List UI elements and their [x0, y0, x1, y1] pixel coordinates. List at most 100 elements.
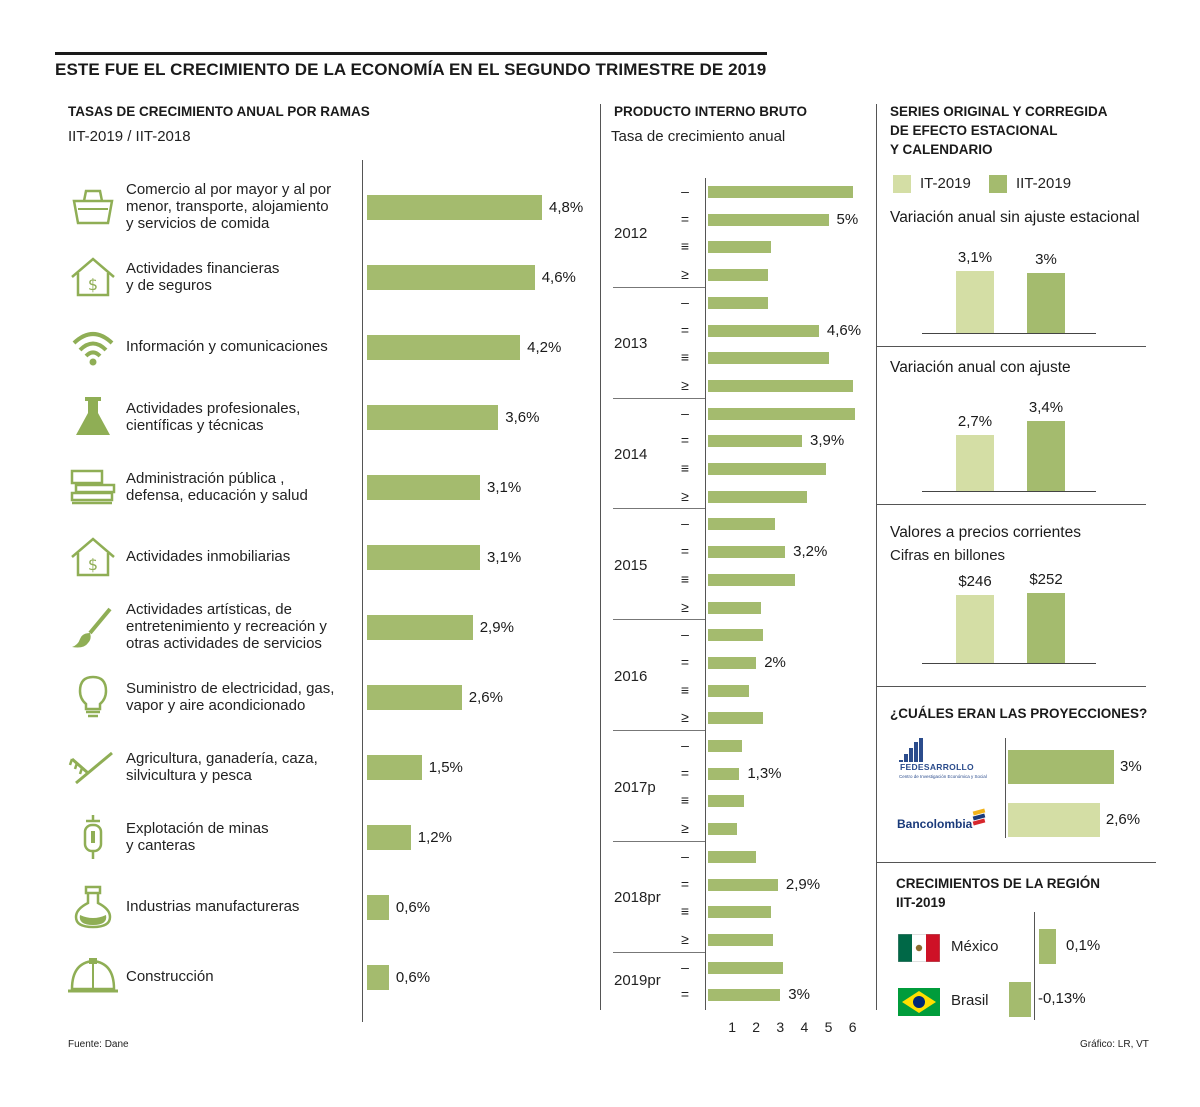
- ramas-category-label: Construcción: [126, 968, 358, 985]
- ramas-category-label: Actividades financieras y de seguros: [126, 260, 358, 294]
- ramas-category-label: Explotación de minas y canteras: [126, 820, 358, 854]
- ramas-category-line: vapor y aire acondicionado: [126, 696, 306, 714]
- series-panel-title: Variación anual sin ajuste estacional: [890, 209, 1140, 226]
- ramas-bar: [367, 965, 389, 990]
- house-dollar-icon: $: [66, 253, 120, 303]
- ramas-bar: [367, 895, 389, 920]
- ramas-bar: [367, 265, 535, 290]
- ramas-category-line: y servicios de comida: [126, 215, 270, 232]
- pib-bar: [708, 850, 757, 863]
- pib-value-label: 5%: [836, 210, 859, 228]
- pib-bar: [708, 684, 749, 697]
- series-panel-title: Variación anual con ajuste: [890, 359, 1071, 376]
- series-bar: [1027, 273, 1065, 333]
- ramas-bar: [367, 335, 521, 360]
- pib-quarter-label: –: [681, 183, 689, 199]
- ramas-value-label: 1,2%: [417, 828, 452, 846]
- series-panel-divider: [876, 346, 1146, 347]
- region-value-label: -0,13%: [1038, 990, 1086, 1007]
- ramas-value-label: 4,8%: [549, 198, 584, 216]
- series-value-label: 2,7%: [957, 413, 993, 431]
- pib-quarter-label: ≡: [680, 349, 690, 366]
- ramas-category-label: Administración pública , defensa, educaci…: [126, 470, 358, 504]
- pib-year-label: 2012: [614, 224, 648, 242]
- ramas-category-line: y de seguros: [126, 276, 212, 294]
- pib-quarter-label: =: [680, 875, 690, 892]
- region-title-2: IIT-2019: [896, 895, 946, 910]
- pib-year-separator: [613, 619, 705, 621]
- pib-bar: [708, 961, 783, 974]
- pib-quarter-label: ≡: [680, 681, 690, 698]
- pib-bar: [708, 435, 802, 448]
- legend-swatch-iit: [989, 175, 1007, 193]
- pib-bar: [708, 546, 786, 559]
- pib-quarter-label: –: [681, 404, 689, 421]
- pib-quarter-label: =: [680, 432, 690, 449]
- pib-x-tick: 3: [776, 1019, 785, 1035]
- proyeccion-value-label: 3%: [1120, 758, 1142, 775]
- series-value-label: 3,4%: [1028, 399, 1064, 417]
- region-axis: [1034, 912, 1035, 1020]
- pib-value-label: 1,3%: [747, 764, 782, 782]
- region-country-label: México: [951, 938, 999, 955]
- ramas-bar: [367, 405, 499, 430]
- pib-year-separator: [613, 508, 705, 510]
- ramas-category-line: Actividades artísticas, de: [126, 601, 292, 618]
- ramas-bar: [367, 755, 422, 780]
- pib-bar: [708, 601, 762, 614]
- region-country-label: Brasil: [951, 992, 989, 1009]
- ramas-category-label: Suministro de electricidad, gas, vapor y …: [126, 680, 358, 714]
- ramas-value-label: 3,1%: [487, 548, 522, 566]
- pib-bar: [708, 629, 764, 642]
- fedesarrollo-wordmark: FEDESARROLLO: [899, 762, 975, 772]
- series-title-3: Y CALENDARIO: [890, 142, 993, 157]
- pib-year-label: 2015: [614, 556, 648, 574]
- ramas-bar: [367, 475, 481, 500]
- ramas-category-line: Actividades financieras: [126, 259, 280, 277]
- pib-bar: [708, 767, 740, 780]
- ramas-value-label: 2,9%: [479, 618, 514, 636]
- pib-year-label: 2017p: [614, 778, 656, 796]
- pib-year-separator: [613, 840, 705, 842]
- pib-quarter-label: ≥: [681, 598, 689, 615]
- ramas-category-line: Industrias manufactureras: [126, 898, 300, 915]
- pib-bar: [708, 352, 829, 365]
- ramas-category-line: y canteras: [126, 836, 196, 854]
- pib-quarter-label: =: [680, 653, 690, 670]
- pib-quarter-label: –: [681, 626, 689, 643]
- ramas-value-label: 3,6%: [505, 408, 540, 426]
- mexico-flag-icon: [898, 934, 940, 962]
- factory-flask-icon: [66, 883, 120, 933]
- pib-quarter-label: =: [680, 210, 690, 227]
- pib-year-separator: [613, 730, 705, 731]
- ramas-bar: [367, 195, 542, 220]
- ramas-category-line: Actividades profesionales,: [126, 399, 301, 417]
- series-panel-subtitle: Cifras en billones: [890, 547, 1006, 564]
- svg-text:$: $: [88, 555, 98, 574]
- bancolombia-mark: [972, 808, 986, 826]
- ramas-category-line: entretenimiento y recreación y: [126, 618, 327, 635]
- ramas-category-label: Información y comunicaciones: [126, 338, 358, 355]
- series-bar: [956, 271, 994, 333]
- ramas-category-line: Información y comunicaciones: [126, 338, 328, 355]
- pib-year-separator: [613, 397, 705, 399]
- fedesarrollo-logo: FEDESARROLLO Centro de Investigación Eco…: [896, 738, 996, 784]
- series-bar: [956, 594, 994, 663]
- bancolombia-logo: Bancolombia: [897, 806, 997, 836]
- ramas-value-label: 2,6%: [468, 688, 503, 706]
- series-panel-title: Valores a precios corrientes: [890, 524, 1081, 541]
- pib-year-label: 2013: [614, 335, 648, 353]
- fedesarrollo-subtext: Centro de Investigación Económica y Soci…: [899, 774, 987, 779]
- pib-bar: [708, 906, 771, 919]
- mine-lamp-icon: [66, 813, 120, 863]
- series-value-label: 3,1%: [957, 249, 993, 266]
- pib-bar: [708, 269, 769, 282]
- pib-bar: [708, 656, 757, 669]
- series-value-label: 3%: [1035, 251, 1057, 268]
- house-dollar-icon: $: [66, 533, 120, 583]
- pib-quarter-label: ≥: [681, 709, 689, 726]
- pib-bar: [708, 573, 795, 586]
- pib-value-label: 3,9%: [809, 432, 845, 450]
- pib-year-separator: [613, 951, 705, 953]
